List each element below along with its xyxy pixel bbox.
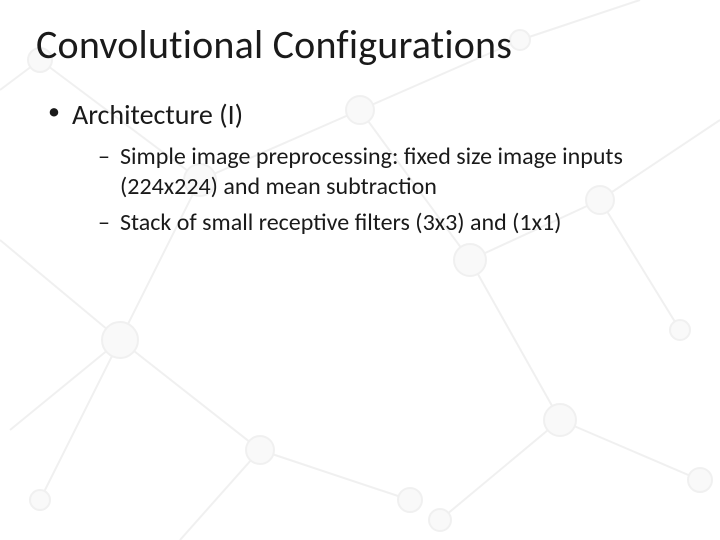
bullet-l2-filters: Stack of small receptive filters (3x3) a… xyxy=(98,208,684,238)
bullet-l2-text: Simple image preprocessing: fixed size i… xyxy=(120,142,623,201)
bullet-list-level1: Architecture (I) Simple image preprocess… xyxy=(36,97,684,238)
bullet-l1-text: Architecture (I) xyxy=(72,97,243,132)
bullet-l1-architecture: Architecture (I) Simple image preprocess… xyxy=(48,97,684,238)
slide-title: Convolutional Configurations xyxy=(36,20,684,69)
bullet-list-level2: Simple image preprocessing: fixed size i… xyxy=(72,142,684,238)
bullet-l2-text: Stack of small receptive filters (3x3) a… xyxy=(120,208,561,237)
slide-container: Convolutional Configurations Architectur… xyxy=(0,0,720,540)
bullet-l2-preprocessing: Simple image preprocessing: fixed size i… xyxy=(98,142,684,202)
